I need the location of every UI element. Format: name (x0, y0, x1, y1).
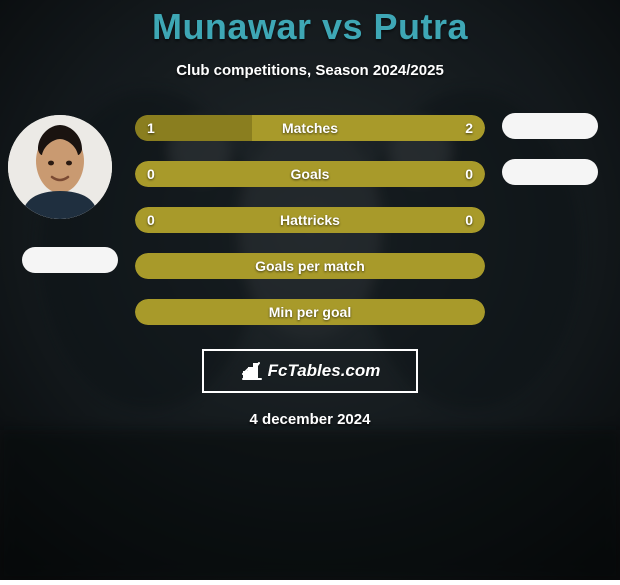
team-right-pill (502, 159, 598, 185)
stat-row-label: Min per goal (135, 299, 485, 325)
comparison-area: 12Matches 00Goals 00Hattricks Goals per mat… (0, 115, 620, 325)
brand-text: FcTables.com (268, 361, 381, 381)
content: Munawar vs Putra Club competitions, Seas… (0, 0, 620, 580)
page-title: Munawar vs Putra (152, 6, 468, 48)
chart-icon (240, 360, 262, 382)
stat-row-label: Goals per match (135, 253, 485, 279)
date-text: 4 december 2024 (250, 411, 371, 428)
stat-row: Min per goal (135, 299, 485, 325)
stat-row-label: Goals (135, 161, 485, 187)
stat-row: 12Matches (135, 115, 485, 141)
stat-row: 00Hattricks (135, 207, 485, 233)
stat-row: Goals per match (135, 253, 485, 279)
stat-rows: 12Matches 00Goals 00Hattricks Goals per mat… (135, 115, 485, 325)
stat-row-label: Matches (135, 115, 485, 141)
stat-row-label: Hattricks (135, 207, 485, 233)
player-left-avatar (8, 115, 112, 219)
team-left-pill (22, 247, 118, 273)
stat-row: 00Goals (135, 161, 485, 187)
brand-box[interactable]: FcTables.com (202, 349, 418, 393)
player-right-avatar-pill (502, 113, 598, 139)
subtitle: Club competitions, Season 2024/2025 (176, 62, 444, 79)
